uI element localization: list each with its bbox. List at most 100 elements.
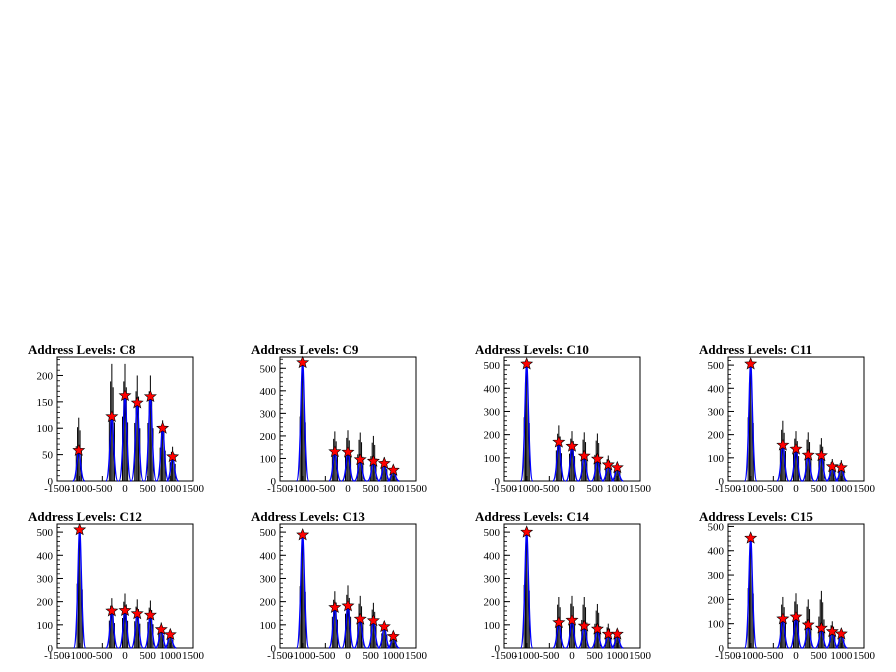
y-tick-label: 400 bbox=[484, 383, 501, 395]
x-tick-label: 0 bbox=[345, 650, 351, 662]
peak-marker bbox=[825, 624, 839, 637]
y-tick-label: 400 bbox=[37, 550, 54, 562]
y-tick-label: 0 bbox=[719, 476, 725, 488]
peak-marker bbox=[520, 525, 534, 538]
y-tick-label: 400 bbox=[708, 546, 725, 558]
x-tick-label: -1000 bbox=[290, 650, 316, 662]
x-tick-label: 1500 bbox=[629, 650, 652, 662]
y-tick-label: 300 bbox=[260, 408, 277, 420]
x-tick-label: 1500 bbox=[853, 483, 876, 495]
x-tick-label: 0 bbox=[793, 650, 799, 662]
y-tick-label: 500 bbox=[484, 360, 501, 372]
panel-title: Address Levels: C13 bbox=[251, 509, 365, 524]
y-tick-label: 300 bbox=[708, 406, 725, 418]
x-tick-label: 500 bbox=[139, 650, 156, 662]
y-tick-label: 500 bbox=[708, 521, 725, 533]
y-tick-label: 100 bbox=[260, 620, 277, 632]
peak-marker bbox=[565, 439, 579, 452]
x-tick-label: -1500 bbox=[267, 483, 293, 495]
peak-marker bbox=[565, 613, 579, 626]
peak-marker bbox=[366, 454, 380, 467]
y-tick-label: 100 bbox=[708, 619, 725, 631]
y-tick-label: 100 bbox=[260, 453, 277, 465]
y-tick-label: 500 bbox=[708, 360, 725, 372]
x-tick-label: -1000 bbox=[514, 483, 540, 495]
y-tick-label: 300 bbox=[260, 573, 277, 585]
x-tick-label: 1000 bbox=[606, 650, 629, 662]
x-tick-label: 0 bbox=[345, 483, 351, 495]
x-tick-label: -500 bbox=[763, 483, 784, 495]
peak-marker bbox=[610, 460, 624, 474]
x-tick-label: 500 bbox=[586, 650, 603, 662]
peak-marker bbox=[552, 615, 566, 629]
histogram-panel: Address Levels: C101002003004005000-1500… bbox=[475, 342, 652, 495]
x-tick-label: -1000 bbox=[290, 483, 316, 495]
peak-marker bbox=[130, 396, 144, 409]
peak-marker bbox=[328, 600, 342, 613]
peak-marker bbox=[73, 522, 87, 536]
x-tick-label: 0 bbox=[569, 650, 575, 662]
y-tick-label: 200 bbox=[37, 597, 54, 609]
y-tick-label: 100 bbox=[37, 620, 54, 632]
x-tick-label: 1000 bbox=[830, 650, 853, 662]
histogram-panel: Address Levels: C141002003004005000-1500… bbox=[475, 509, 652, 662]
x-tick-label: -500 bbox=[539, 483, 560, 495]
x-tick-label: 1500 bbox=[853, 650, 876, 662]
peak-marker bbox=[601, 457, 615, 471]
peak-marker bbox=[590, 622, 604, 635]
panel-title: Address Levels: C8 bbox=[28, 342, 136, 357]
peak-marker bbox=[118, 603, 132, 616]
y-tick-label: 150 bbox=[37, 397, 54, 409]
peak-marker bbox=[610, 627, 624, 640]
peak-marker bbox=[296, 355, 310, 369]
peak-marker bbox=[825, 459, 839, 473]
y-tick-label: 0 bbox=[495, 643, 501, 655]
y-tick-label: 50 bbox=[42, 450, 54, 462]
x-tick-label: -1000 bbox=[738, 483, 764, 495]
y-tick-label: 100 bbox=[708, 453, 725, 465]
panel-title: Address Levels: C10 bbox=[475, 342, 589, 357]
y-tick-label: 200 bbox=[708, 430, 725, 442]
y-tick-label: 200 bbox=[708, 594, 725, 606]
peak-marker bbox=[789, 442, 803, 455]
y-tick-label: 0 bbox=[271, 643, 277, 655]
peak-marker bbox=[143, 389, 157, 403]
peak-marker bbox=[577, 619, 591, 632]
x-tick-label: -1500 bbox=[267, 650, 293, 662]
x-tick-label: 1000 bbox=[606, 483, 629, 495]
x-tick-label: -500 bbox=[315, 650, 336, 662]
x-tick-label: 500 bbox=[362, 483, 379, 495]
peak-marker bbox=[776, 438, 790, 451]
x-tick-label: 1500 bbox=[629, 483, 652, 495]
peak-marker bbox=[166, 449, 180, 463]
peak-marker bbox=[156, 421, 170, 434]
peak-marker bbox=[814, 621, 828, 634]
peak-marker bbox=[130, 606, 144, 620]
x-tick-label: 500 bbox=[810, 483, 827, 495]
x-tick-label: 1000 bbox=[830, 483, 853, 495]
y-tick-label: 200 bbox=[260, 597, 277, 609]
peak-marker bbox=[105, 604, 119, 617]
peak-marker bbox=[377, 456, 391, 469]
y-tick-label: 300 bbox=[708, 570, 725, 582]
peak-marker bbox=[366, 613, 380, 627]
x-tick-label: -1500 bbox=[715, 483, 741, 495]
x-tick-label: -1000 bbox=[67, 483, 93, 495]
peak-marker bbox=[143, 608, 157, 621]
histogram-panel: Address Levels: C111002003004005000-1500… bbox=[699, 342, 876, 495]
peak-marker bbox=[577, 449, 591, 462]
x-tick-label: 1000 bbox=[382, 483, 405, 495]
peak-marker bbox=[520, 357, 534, 370]
x-tick-label: 500 bbox=[810, 650, 827, 662]
x-tick-label: -1000 bbox=[67, 650, 93, 662]
y-tick-label: 500 bbox=[37, 527, 54, 539]
peak-marker bbox=[552, 435, 566, 448]
histogram-panel: Address Levels: C131002003004005000-1500… bbox=[251, 509, 428, 662]
peak-marker bbox=[328, 444, 342, 458]
peak-marker bbox=[353, 452, 367, 466]
y-tick-label: 300 bbox=[484, 406, 501, 418]
x-tick-label: -500 bbox=[92, 650, 113, 662]
x-tick-label: -1500 bbox=[44, 483, 70, 495]
x-tick-label: 500 bbox=[362, 650, 379, 662]
